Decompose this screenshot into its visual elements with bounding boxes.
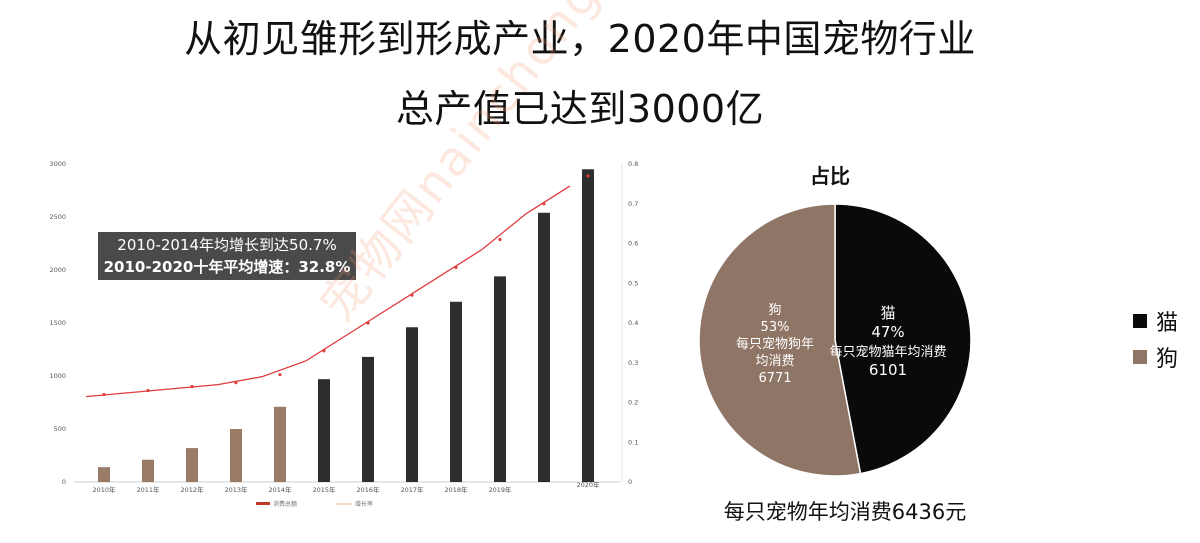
growth-rate-point	[322, 349, 326, 353]
annotation-line-1: 2010-2014年均增长到达50.7%	[117, 236, 337, 254]
x-tick-label: 2019年	[488, 485, 512, 494]
growth-rate-point	[102, 392, 106, 397]
bar-line-chart: 0 500 1000 1500 2000 2500 3000 0 0.1 0.2 0.3 0.4 0.5…	[49, 160, 638, 508]
x-tick-label: 2017年	[400, 485, 424, 494]
growth-rate-point	[190, 385, 194, 389]
bar-2018年	[450, 301, 462, 482]
y-right-tick-label: 0.3	[628, 359, 638, 367]
legend-label-growth: 增长率	[355, 500, 373, 508]
x-tick-label: 2014年	[268, 485, 292, 494]
bar-2020年	[582, 169, 594, 483]
growth-rate-point	[586, 174, 590, 178]
pie-label-cat-desc: 每只宠物猫年均消费	[829, 344, 946, 360]
legend-label-cat: 猫	[1156, 311, 1179, 336]
y-left-tick-label: 500	[54, 425, 66, 433]
bar-2011年	[142, 459, 154, 482]
bar-unlabeled	[538, 212, 550, 482]
pie-legend: 猫 狗	[1133, 303, 1178, 375]
pie-label-dog-desc-1: 每只宠物狗年	[736, 336, 814, 352]
bar-2016年	[362, 356, 374, 482]
pie-slice-dog	[698, 203, 862, 477]
page-title-line-1: 从初见雏形到形成产业，2020年中国宠物行业	[184, 17, 976, 61]
y-left-tick-label: 2500	[49, 213, 66, 221]
average-consumption-note: 每只宠物年均消费6436元	[723, 500, 967, 524]
growth-rate-point	[234, 381, 238, 385]
growth-rate-point	[454, 265, 458, 269]
growth-rate-line	[85, 185, 571, 398]
growth-rate-point	[498, 237, 502, 242]
bar-chart-legend: 消费总额 增长率	[256, 500, 373, 508]
pie-slice-cat	[834, 203, 972, 475]
y-right-tick-label: 0.1	[628, 438, 638, 446]
pie-label-dog-percent: 53%	[761, 320, 790, 335]
y-right-tick-label: 0	[628, 478, 632, 486]
legend-swatch-total	[256, 502, 270, 505]
growth-rate-point	[278, 373, 282, 377]
y-left-tick-label: 1500	[49, 319, 66, 327]
pie-label-cat-percent: 47%	[871, 323, 904, 341]
y-left-tick-label: 0	[62, 478, 66, 486]
annotation-line-2: 2010-2020十年平均增速：32.8%	[103, 258, 351, 276]
bar-2012年	[186, 448, 198, 482]
y-right-tick-label: 0.6	[628, 240, 638, 248]
x-tick-label: 2018年	[444, 485, 468, 494]
page-title-line-2: 总产值已达到3000亿	[395, 87, 765, 131]
pie-label-cat-amount: 6101	[869, 361, 907, 379]
pie-label-dog-amount: 6771	[758, 371, 791, 386]
growth-annotation-box: 2010-2014年均增长到达50.7% 2010-2020十年平均增速：32.…	[98, 232, 356, 280]
x-tick-label: 2010年	[92, 485, 116, 494]
bar-2017年	[406, 327, 418, 482]
y-right-tick-label: 0.4	[628, 319, 638, 327]
y-right-tick-label: 0.8	[628, 160, 638, 168]
x-tick-label: 2013年	[224, 485, 248, 494]
pie-label-dog-name: 狗	[768, 303, 781, 318]
legend-item-cat: 猫	[1133, 303, 1178, 339]
growth-rate-point	[410, 293, 414, 297]
x-tick-label: 2016年	[356, 485, 380, 494]
bar-2015年	[318, 379, 330, 482]
legend-item-dog: 狗	[1133, 339, 1178, 375]
pie-label-cat-name: 猫	[880, 304, 895, 322]
legend-label-total: 消费总额	[273, 500, 297, 508]
growth-rate-point	[542, 202, 546, 206]
y-left-tick-label: 1000	[49, 372, 66, 380]
x-tick-label: 2011年	[136, 485, 160, 494]
y-left-tick-label: 3000	[49, 160, 66, 168]
x-tick-label: 2020年	[576, 480, 600, 489]
bar-2014年	[274, 406, 286, 482]
legend-label-dog: 狗	[1156, 347, 1179, 372]
y-right-tick-label: 0.2	[628, 399, 638, 407]
bar-2019年	[494, 276, 506, 482]
y-left-tick-label: 2000	[49, 266, 66, 274]
pie-label-dog-desc-2: 均消费	[755, 354, 794, 369]
y-right-tick-label: 0.7	[628, 200, 638, 208]
bar-2010年	[98, 467, 110, 482]
x-tick-label: 2012年	[180, 485, 204, 494]
y-right-tick-label: 0.5	[628, 279, 638, 287]
pie-chart-title: 占比	[810, 164, 850, 188]
x-tick-label: 2015年	[312, 485, 336, 494]
bar-2013年	[230, 429, 242, 482]
legend-swatch-cat	[1133, 314, 1147, 328]
growth-rate-point	[366, 321, 370, 325]
legend-swatch-dog	[1133, 350, 1147, 364]
growth-rate-point	[146, 388, 150, 393]
